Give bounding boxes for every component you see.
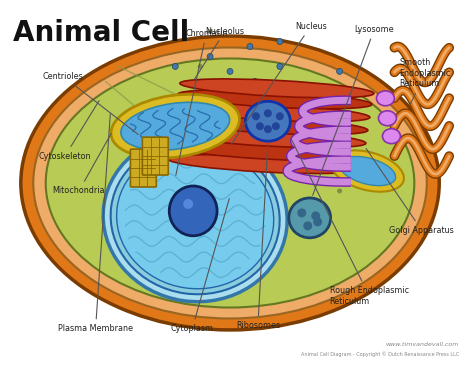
Ellipse shape [297, 208, 306, 217]
Text: Animal Cell Diagram - Copyright © Dutch Renaissance Press LLC: Animal Cell Diagram - Copyright © Dutch … [301, 352, 459, 357]
Text: Mitochondria: Mitochondria [53, 134, 111, 195]
Text: Lysosome: Lysosome [313, 25, 394, 195]
Ellipse shape [311, 212, 320, 220]
Ellipse shape [170, 142, 364, 161]
Ellipse shape [180, 79, 374, 98]
Ellipse shape [256, 122, 264, 130]
Ellipse shape [172, 129, 366, 147]
Ellipse shape [46, 59, 414, 307]
Ellipse shape [237, 143, 243, 149]
Text: Smooth
Endoplasmic
Reticulum: Smooth Endoplasmic Reticulum [400, 59, 451, 104]
Ellipse shape [252, 112, 260, 120]
Ellipse shape [176, 103, 370, 122]
Ellipse shape [339, 157, 396, 186]
Ellipse shape [276, 112, 284, 120]
Ellipse shape [277, 38, 283, 45]
Ellipse shape [174, 116, 368, 135]
Ellipse shape [376, 91, 394, 106]
Ellipse shape [207, 83, 213, 89]
Ellipse shape [272, 122, 280, 130]
Ellipse shape [227, 68, 233, 74]
Ellipse shape [264, 125, 272, 133]
Ellipse shape [208, 29, 213, 34]
Ellipse shape [183, 199, 193, 209]
Ellipse shape [289, 198, 331, 238]
Ellipse shape [198, 64, 202, 69]
Ellipse shape [178, 90, 372, 109]
Text: Nucleus: Nucleus [232, 22, 327, 144]
Ellipse shape [117, 147, 273, 289]
Text: Animal Cell: Animal Cell [13, 19, 189, 46]
Text: Cytoskeleton: Cytoskeleton [39, 101, 99, 161]
Text: Centrioles: Centrioles [43, 72, 138, 134]
Ellipse shape [172, 63, 178, 70]
Ellipse shape [337, 188, 342, 194]
Ellipse shape [264, 109, 272, 117]
Ellipse shape [247, 188, 253, 194]
Ellipse shape [313, 217, 322, 226]
Ellipse shape [21, 36, 439, 330]
Ellipse shape [111, 94, 239, 158]
Ellipse shape [378, 111, 396, 126]
Text: Golgi Apparatus: Golgi Apparatus [366, 149, 454, 235]
Text: Nucleolus: Nucleolus [195, 27, 245, 79]
Ellipse shape [246, 101, 290, 141]
Ellipse shape [157, 108, 163, 114]
Ellipse shape [103, 134, 287, 302]
Ellipse shape [267, 169, 273, 173]
Ellipse shape [187, 93, 193, 99]
FancyBboxPatch shape [142, 137, 168, 175]
FancyBboxPatch shape [130, 149, 156, 187]
Text: Cytoplasm: Cytoplasm [171, 199, 229, 333]
Ellipse shape [327, 113, 333, 119]
Ellipse shape [168, 154, 362, 173]
Ellipse shape [297, 83, 303, 89]
Ellipse shape [121, 102, 229, 150]
Ellipse shape [337, 68, 343, 74]
Text: Plasma Membrane: Plasma Membrane [58, 114, 133, 333]
Ellipse shape [153, 134, 158, 139]
Text: www.timvandevall.com: www.timvandevall.com [386, 342, 459, 347]
Ellipse shape [331, 150, 404, 192]
Text: Ribosomes: Ribosomes [236, 144, 280, 330]
Ellipse shape [110, 142, 280, 294]
Ellipse shape [383, 129, 401, 143]
Ellipse shape [158, 169, 163, 173]
Text: Chromatin: Chromatin [176, 29, 228, 175]
Ellipse shape [169, 186, 217, 236]
Ellipse shape [327, 143, 332, 149]
Ellipse shape [207, 53, 213, 59]
Ellipse shape [287, 134, 292, 139]
Ellipse shape [33, 48, 427, 318]
Ellipse shape [247, 44, 253, 49]
Ellipse shape [312, 98, 318, 104]
Text: Rough Endoplasmic
Reticulum: Rough Endoplasmic Reticulum [291, 139, 409, 306]
Ellipse shape [303, 221, 312, 230]
Ellipse shape [277, 63, 283, 70]
Ellipse shape [252, 78, 258, 85]
